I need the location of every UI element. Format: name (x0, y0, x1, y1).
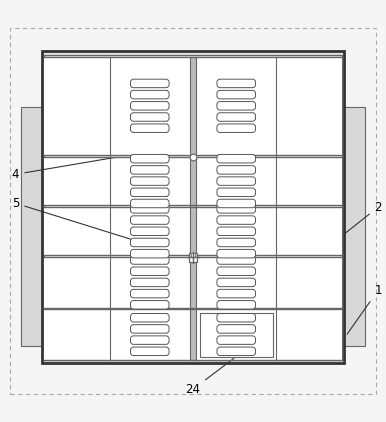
Bar (196, 207, 276, 255)
Bar (196, 57, 276, 155)
Bar (110, 57, 190, 155)
FancyBboxPatch shape (217, 154, 256, 163)
FancyBboxPatch shape (217, 90, 256, 99)
Bar (44, 309, 110, 360)
FancyBboxPatch shape (130, 300, 169, 309)
Bar (44, 257, 110, 308)
Text: 5: 5 (12, 197, 130, 239)
FancyBboxPatch shape (217, 267, 256, 276)
FancyBboxPatch shape (217, 166, 256, 174)
FancyBboxPatch shape (130, 256, 169, 264)
FancyBboxPatch shape (130, 336, 169, 344)
Bar (276, 157, 342, 205)
FancyBboxPatch shape (130, 314, 169, 322)
Bar (276, 57, 342, 155)
FancyBboxPatch shape (130, 177, 169, 185)
Bar (44, 55, 342, 360)
FancyBboxPatch shape (217, 325, 256, 333)
FancyBboxPatch shape (130, 347, 169, 356)
FancyBboxPatch shape (130, 90, 169, 99)
FancyBboxPatch shape (130, 249, 169, 258)
FancyBboxPatch shape (217, 278, 256, 287)
FancyBboxPatch shape (130, 216, 169, 225)
FancyBboxPatch shape (130, 289, 169, 298)
FancyBboxPatch shape (217, 124, 256, 133)
FancyBboxPatch shape (217, 216, 256, 225)
Bar (44, 57, 110, 155)
FancyBboxPatch shape (130, 79, 169, 88)
Bar (110, 257, 190, 308)
FancyBboxPatch shape (217, 102, 256, 110)
Bar (110, 207, 190, 255)
FancyBboxPatch shape (130, 113, 169, 121)
FancyBboxPatch shape (217, 188, 256, 197)
Text: 1: 1 (347, 284, 382, 334)
Bar (276, 309, 342, 360)
Bar (110, 157, 190, 205)
FancyBboxPatch shape (130, 102, 169, 110)
FancyBboxPatch shape (217, 205, 256, 213)
Bar (200, 313, 273, 357)
FancyBboxPatch shape (217, 113, 256, 121)
Bar (276, 207, 342, 255)
Bar (42, 51, 344, 363)
Bar (276, 257, 342, 308)
FancyBboxPatch shape (130, 227, 169, 235)
FancyBboxPatch shape (130, 199, 169, 208)
FancyBboxPatch shape (217, 249, 256, 258)
Bar (196, 257, 276, 308)
FancyBboxPatch shape (130, 278, 169, 287)
FancyBboxPatch shape (217, 227, 256, 235)
Bar (190, 57, 196, 360)
Bar (21, 107, 46, 346)
Bar (44, 157, 110, 205)
FancyBboxPatch shape (130, 205, 169, 213)
FancyBboxPatch shape (130, 238, 169, 247)
FancyBboxPatch shape (217, 314, 256, 322)
FancyBboxPatch shape (130, 124, 169, 133)
FancyBboxPatch shape (217, 238, 256, 247)
Bar (110, 309, 190, 360)
FancyBboxPatch shape (130, 166, 169, 174)
FancyBboxPatch shape (217, 347, 256, 356)
Text: 2: 2 (344, 200, 382, 234)
FancyBboxPatch shape (130, 188, 169, 197)
FancyBboxPatch shape (130, 154, 169, 163)
Bar (44, 207, 110, 255)
FancyBboxPatch shape (217, 79, 256, 88)
Bar (340, 107, 365, 346)
FancyBboxPatch shape (217, 289, 256, 298)
FancyBboxPatch shape (217, 256, 256, 264)
Bar (196, 157, 276, 205)
FancyBboxPatch shape (217, 177, 256, 185)
Text: 24: 24 (186, 358, 234, 396)
Bar (189, 253, 197, 262)
FancyBboxPatch shape (217, 300, 256, 309)
FancyBboxPatch shape (130, 267, 169, 276)
FancyBboxPatch shape (130, 325, 169, 333)
FancyBboxPatch shape (217, 199, 256, 208)
FancyBboxPatch shape (217, 336, 256, 344)
Bar (196, 309, 276, 360)
Text: 4: 4 (12, 157, 115, 181)
